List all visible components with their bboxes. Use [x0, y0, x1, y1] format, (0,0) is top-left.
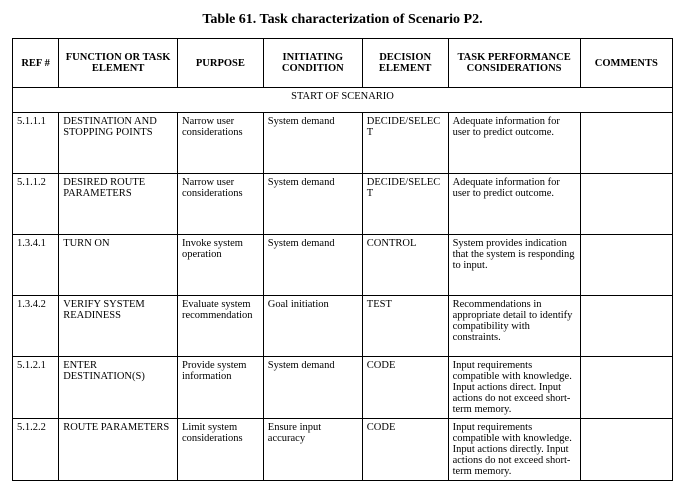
- cell-init: System demand: [263, 174, 362, 235]
- cell-task: Adequate information for user to predict…: [448, 113, 580, 174]
- col-comments: COMMENTS: [580, 39, 672, 88]
- table-row: 1.3.4.2VERIFY SYSTEM READINESSEvaluate s…: [13, 296, 673, 357]
- col-purpose: PURPOSE: [177, 39, 263, 88]
- cell-init: Ensure input accuracy: [263, 419, 362, 481]
- table-row: 5.1.2.2ROUTE PARAMETERSLimit system cons…: [13, 419, 673, 481]
- cell-comments: [580, 235, 672, 296]
- cell-init: System demand: [263, 235, 362, 296]
- task-table: REF # FUNCTION OR TASK ELEMENT PURPOSE I…: [12, 38, 673, 481]
- cell-ref: 5.1.1.1: [13, 113, 59, 174]
- cell-init: System demand: [263, 357, 362, 419]
- cell-comments: [580, 113, 672, 174]
- cell-init: System demand: [263, 113, 362, 174]
- cell-ref: 1.3.4.1: [13, 235, 59, 296]
- cell-decision: CONTROL: [362, 235, 448, 296]
- col-ref: REF #: [13, 39, 59, 88]
- cell-decision: DECIDE/SELECT: [362, 174, 448, 235]
- cell-comments: [580, 357, 672, 419]
- cell-ref: 5.1.2.2: [13, 419, 59, 481]
- cell-purpose: Limit system considerations: [177, 419, 263, 481]
- header-row: REF # FUNCTION OR TASK ELEMENT PURPOSE I…: [13, 39, 673, 88]
- cell-purpose: Narrow user considerations: [177, 113, 263, 174]
- cell-decision: TEST: [362, 296, 448, 357]
- col-task: TASK PERFORMANCE CONSIDERATIONS: [448, 39, 580, 88]
- cell-purpose: Narrow user considerations: [177, 174, 263, 235]
- cell-purpose: Invoke system operation: [177, 235, 263, 296]
- cell-task: System provides indication that the syst…: [448, 235, 580, 296]
- table-row: 1.3.4.1TURN ONInvoke system operationSys…: [13, 235, 673, 296]
- col-init: INITIATING CONDITION: [263, 39, 362, 88]
- cell-func: ENTER DESTINATION(S): [59, 357, 178, 419]
- cell-ref: 1.3.4.2: [13, 296, 59, 357]
- col-decision: DECISION ELEMENT: [362, 39, 448, 88]
- cell-decision: DECIDE/SELECT: [362, 113, 448, 174]
- cell-task: Input requirements compatible with knowl…: [448, 419, 580, 481]
- cell-task: Recommendations in appropriate detail to…: [448, 296, 580, 357]
- cell-ref: 5.1.1.2: [13, 174, 59, 235]
- cell-func: DESTINATION AND STOPPING POINTS: [59, 113, 178, 174]
- cell-func: TURN ON: [59, 235, 178, 296]
- table-row: 5.1.2.1ENTER DESTINATION(S)Provide syste…: [13, 357, 673, 419]
- cell-ref: 5.1.2.1: [13, 357, 59, 419]
- cell-task: Adequate information for user to predict…: [448, 174, 580, 235]
- cell-comments: [580, 296, 672, 357]
- cell-func: DESIRED ROUTE PARAMETERS: [59, 174, 178, 235]
- table-row: 5.1.1.1DESTINATION AND STOPPING POINTSNa…: [13, 113, 673, 174]
- cell-comments: [580, 419, 672, 481]
- cell-decision: CODE: [362, 419, 448, 481]
- section-label: START OF SCENARIO: [13, 88, 673, 113]
- cell-func: ROUTE PARAMETERS: [59, 419, 178, 481]
- col-func: FUNCTION OR TASK ELEMENT: [59, 39, 178, 88]
- cell-purpose: Provide system information: [177, 357, 263, 419]
- cell-purpose: Evaluate system recommendation: [177, 296, 263, 357]
- cell-task: Input requirements compatible with knowl…: [448, 357, 580, 419]
- cell-decision: CODE: [362, 357, 448, 419]
- cell-func: VERIFY SYSTEM READINESS: [59, 296, 178, 357]
- table-row: 5.1.1.2DESIRED ROUTE PARAMETERSNarrow us…: [13, 174, 673, 235]
- cell-init: Goal initiation: [263, 296, 362, 357]
- cell-comments: [580, 174, 672, 235]
- section-row: START OF SCENARIO: [13, 88, 673, 113]
- table-caption: Table 61. Task characterization of Scena…: [12, 12, 673, 28]
